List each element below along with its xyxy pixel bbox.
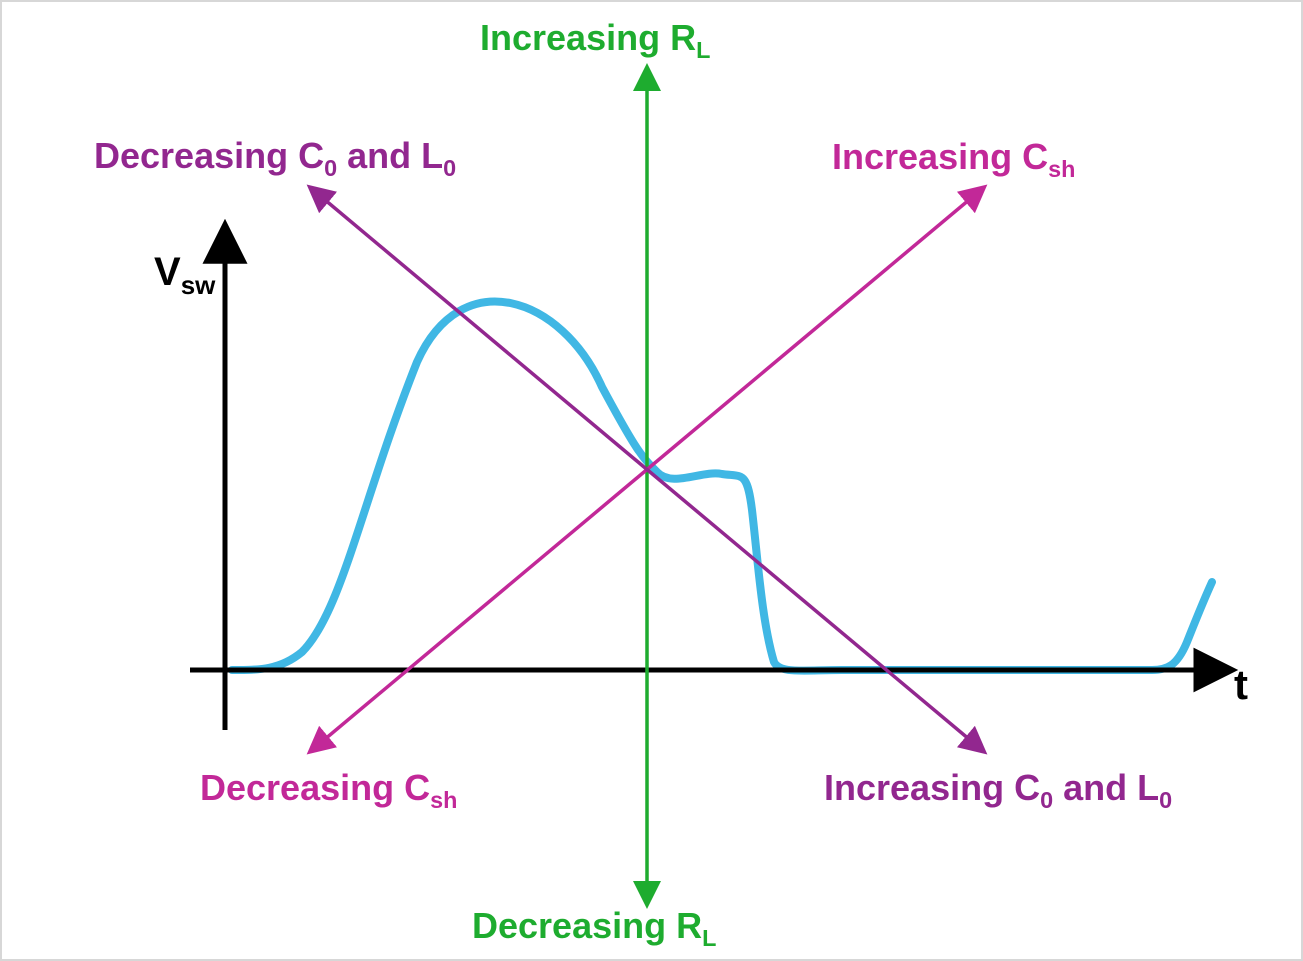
decreasing-rl-main: Decreasing R (472, 905, 702, 946)
vsw-waveform (232, 302, 1212, 671)
decreasing-rl-sub: L (702, 925, 716, 951)
decreasing-l0-main: and L (337, 135, 443, 176)
increasing-c0l0-label: Increasing C0 and L0 (824, 768, 1172, 814)
increasing-csh-main: Increasing C (832, 136, 1048, 177)
decreasing-csh-main: Decreasing C (200, 767, 430, 808)
y-axis-label-sub: sw (181, 270, 216, 300)
decreasing-csh-sub: sh (430, 787, 457, 813)
decreasing-rl-label: Decreasing RL (472, 906, 716, 952)
increasing-c0-main: Increasing C (824, 767, 1040, 808)
increasing-csh-sub: sh (1048, 156, 1075, 182)
c0l0-arrow-up-left (312, 189, 647, 470)
y-axis-label: Vsw (154, 250, 215, 300)
increasing-c0-sub: 0 (1040, 787, 1053, 813)
c0l0-arrow-down-right (647, 470, 982, 751)
decreasing-csh-label: Decreasing Csh (200, 768, 457, 814)
increasing-csh-label: Increasing Csh (832, 137, 1075, 183)
increasing-rl-sub: L (696, 37, 710, 63)
decreasing-l0-sub: 0 (443, 155, 456, 181)
increasing-rl-main: Increasing R (480, 17, 696, 58)
decreasing-c0-main: Decreasing C (94, 135, 324, 176)
decreasing-c0-sub: 0 (324, 155, 337, 181)
csh-arrow-up-right (647, 189, 982, 470)
x-axis-label-text: t (1234, 661, 1248, 708)
increasing-l0-main: and L (1053, 767, 1159, 808)
x-axis-label: t (1234, 662, 1248, 708)
y-axis-label-main: V (154, 250, 181, 294)
decreasing-c0l0-label: Decreasing C0 and L0 (94, 136, 456, 182)
diagram-frame: Vsw t Increasing RL Decreasing RL Increa… (0, 0, 1303, 961)
increasing-rl-label: Increasing RL (480, 18, 710, 64)
increasing-l0-sub: 0 (1159, 787, 1172, 813)
